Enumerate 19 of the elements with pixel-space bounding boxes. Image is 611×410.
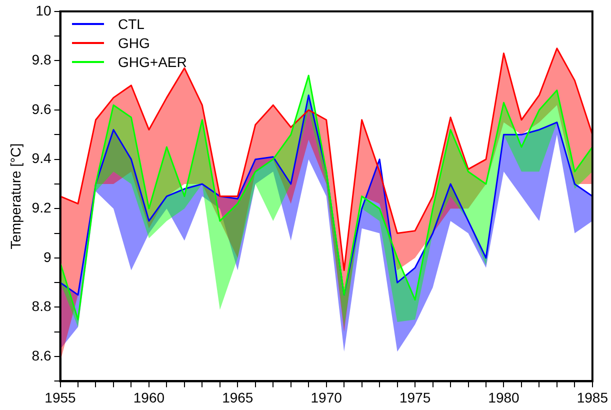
y-tick-label: 8.6 [32, 347, 52, 364]
x-tick-label: 1975 [399, 389, 431, 406]
x-tick-label: 1955 [44, 389, 76, 406]
x-tick-label: 1980 [488, 389, 520, 406]
y-tick-label: 9.6 [32, 100, 52, 117]
legend-label: GHG+AER [118, 54, 187, 70]
x-tick-label: 1960 [133, 389, 165, 406]
y-axis-title: Temperature [°C] [7, 143, 24, 250]
legend-label: CTL [118, 16, 144, 32]
x-tick-label: 1965 [222, 389, 254, 406]
x-tick-label: 1970 [310, 389, 342, 406]
legend-label: GHG [118, 34, 150, 50]
y-tick-label: 8.8 [32, 298, 52, 314]
y-tick-label: 9.8 [32, 52, 52, 68]
x-tick-label: 1985 [576, 389, 608, 406]
y-tick-label: 9.2 [32, 199, 52, 216]
y-tick-label: 9 [43, 248, 52, 265]
y-tick-label: 9.4 [32, 150, 52, 166]
y-tick-label: 10 [36, 2, 52, 18]
